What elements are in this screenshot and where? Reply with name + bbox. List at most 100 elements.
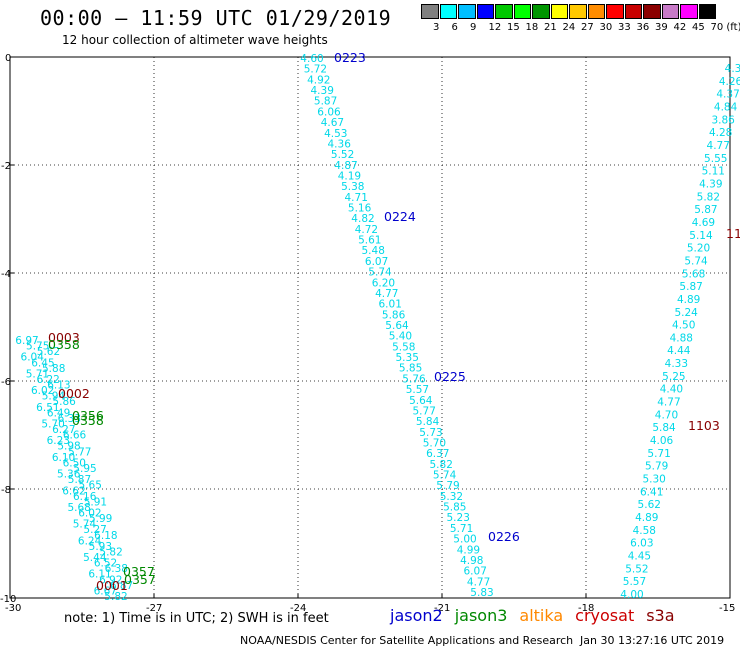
wave-height-value: 5.74 bbox=[684, 255, 708, 267]
wave-height-value: 5.74 bbox=[73, 519, 97, 531]
pass-time-label: 0357 bbox=[123, 564, 155, 579]
wave-height-value: 6.07 bbox=[464, 566, 487, 578]
wave-height-value: 6.03 bbox=[630, 538, 653, 550]
pass-time-label: 0357 bbox=[124, 572, 156, 587]
wave-height-value: 5.71 bbox=[26, 368, 49, 380]
wave-height-value: 5.11 bbox=[702, 166, 725, 178]
legend-label: 42 bbox=[673, 22, 687, 33]
wave-height-value: 5.94 bbox=[42, 391, 66, 403]
wave-height-value: 4.53 bbox=[324, 128, 347, 140]
page-title: 00:00 – 11:59 UTC 01/29/2019 bbox=[40, 6, 392, 30]
wave-height-value: 4.87 bbox=[334, 160, 357, 172]
pass-time-label: 0003 bbox=[48, 330, 80, 345]
wave-height-value: 4.92 bbox=[307, 74, 330, 86]
legend-swatch bbox=[550, 4, 568, 19]
pass-time-label: 0225 bbox=[434, 369, 466, 384]
wave-height-value: 5.82 bbox=[697, 191, 720, 203]
wave-height-value: 5.62 bbox=[638, 499, 661, 511]
wave-height-value: 6.52 bbox=[94, 558, 117, 570]
pass-time-label: 11 bbox=[726, 226, 740, 241]
wave-height-value: 5.87 bbox=[314, 96, 337, 108]
wave-height-value: 6.67 bbox=[94, 585, 117, 597]
wave-height-value: 6.50 bbox=[63, 457, 86, 469]
wave-height-value: 5.87 bbox=[679, 281, 702, 293]
wave-height-value: 4.77 bbox=[467, 576, 490, 588]
wave-height-value: 6.37 bbox=[426, 448, 449, 460]
wave-height-value: 5.24 bbox=[674, 307, 698, 319]
wave-height-value: 5.25 bbox=[662, 371, 685, 383]
wave-height-value: 4.33 bbox=[665, 358, 688, 370]
wave-height-value: 5.88 bbox=[42, 363, 65, 375]
wave-height-value: 5.55 bbox=[704, 153, 727, 165]
wave-height-value: 4.58 bbox=[633, 525, 656, 537]
legend-swatch bbox=[476, 4, 494, 19]
wave-height-value: 6.41 bbox=[640, 486, 663, 498]
legend-swatch bbox=[495, 4, 513, 19]
wave-height-value: 6.01 bbox=[379, 299, 402, 311]
wave-height-value: 4.3 bbox=[725, 63, 740, 75]
wave-height-value: 6.02 bbox=[31, 385, 54, 397]
wave-height-value: 5.52 bbox=[625, 563, 648, 575]
wave-height-value: 5.52 bbox=[331, 149, 354, 161]
wave-height-value: 5.23 bbox=[447, 512, 470, 524]
wave-height-value: 4.06 bbox=[650, 435, 674, 447]
wave-height-value: 4.67 bbox=[321, 117, 344, 129]
wave-height-value: 5.79 bbox=[436, 480, 459, 492]
legend-label: 21 bbox=[544, 22, 557, 33]
timestamp: Jan 30 13:27:16 UTC 2019 bbox=[580, 634, 725, 647]
x-tick-label: -15 bbox=[719, 603, 735, 614]
wave-height-value: 4.99 bbox=[457, 544, 480, 556]
wave-height-value: 5.48 bbox=[362, 245, 385, 257]
legend-swatch bbox=[458, 4, 476, 19]
wave-height-value: 4.37 bbox=[716, 89, 739, 101]
wave-height-value: 5.84 bbox=[652, 422, 676, 434]
wave-height-value: 5.85 bbox=[399, 363, 422, 375]
pass-time-label: 0358 bbox=[72, 413, 104, 428]
wave-height-value: 6.62 bbox=[62, 485, 85, 497]
wave-height-value: 4.40 bbox=[660, 384, 683, 396]
y-tick-label: -2 bbox=[1, 161, 11, 172]
wave-height-value: 6.49 bbox=[47, 407, 70, 419]
wave-height-value: 4.82 bbox=[351, 213, 374, 225]
wave-height-value: 5.77 bbox=[68, 446, 91, 458]
wave-height-value: 5.82 bbox=[430, 459, 453, 471]
wave-height-value: 5.87 bbox=[694, 204, 717, 216]
legend-swatch bbox=[643, 4, 661, 19]
legend-label: 12 bbox=[488, 22, 502, 33]
wave-height-value: 4.69 bbox=[692, 217, 715, 229]
pass-time-label: 0001 bbox=[96, 578, 128, 593]
altimeter-tracks: 4.605.724.924.395.876.064.674.534.365.52… bbox=[15, 53, 740, 603]
wave-height-value: 4.89 bbox=[677, 294, 700, 306]
y-tick-label: -8 bbox=[1, 485, 11, 496]
wave-height-value: 4.71 bbox=[345, 192, 368, 204]
wave-height-value: 6.24 bbox=[78, 535, 102, 547]
legend-label: 45 bbox=[692, 22, 705, 33]
wave-height-value: 5.00 bbox=[453, 534, 476, 546]
wave-height-value: 4.70 bbox=[655, 409, 678, 421]
y-tick-label: 0 bbox=[5, 53, 11, 64]
satellite-s3a: s3a bbox=[646, 606, 675, 625]
wave-height-value: 5.73 bbox=[419, 427, 442, 439]
wave-height-value: 5.27 bbox=[83, 524, 106, 536]
legend-swatch bbox=[698, 4, 716, 19]
wave-height-value: 4.44 bbox=[667, 345, 691, 357]
wave-height-value: 5.68 bbox=[682, 268, 705, 280]
wave-height-value: 5.79 bbox=[645, 461, 668, 473]
map-border bbox=[9, 56, 731, 599]
wave-height-value: 4.50 bbox=[672, 320, 695, 332]
wave-height-value: 5.76 bbox=[402, 373, 426, 385]
wave-height-value: 6.02 bbox=[78, 508, 101, 520]
legend-swatch bbox=[587, 4, 605, 19]
satellite-altika: altika bbox=[519, 606, 564, 625]
legend-swatch bbox=[569, 4, 587, 19]
wave-height-value: 4.39 bbox=[699, 178, 722, 190]
wave-height-value: 4.36 bbox=[328, 138, 352, 150]
x-tick-label: -30 bbox=[5, 603, 21, 614]
wave-height-value: 6.22 bbox=[36, 374, 59, 386]
wave-height-value: 4.60 bbox=[300, 53, 323, 65]
wave-height-value: 5.30 bbox=[642, 474, 665, 486]
legend-label: 9 bbox=[470, 22, 477, 33]
wave-height-value: 5.64 bbox=[409, 395, 433, 407]
wave-height-value: 4.88 bbox=[670, 332, 693, 344]
wave-height-value: 5.36 bbox=[57, 469, 81, 481]
